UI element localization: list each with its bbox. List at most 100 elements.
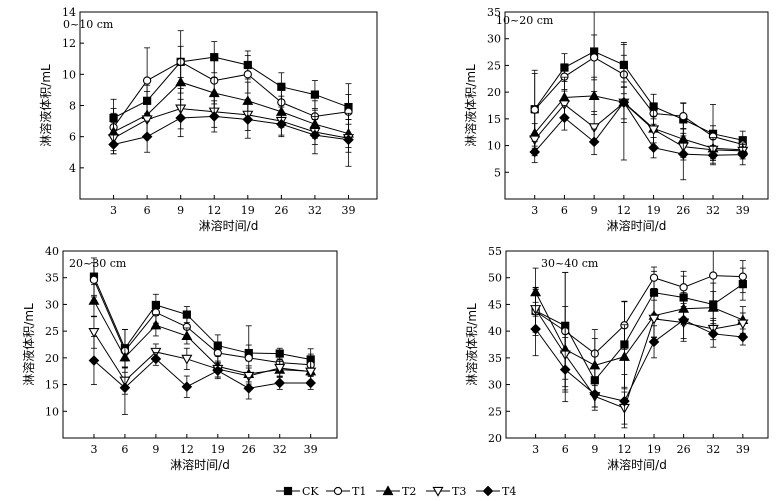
y-axis-title: 淋溶液体积/mL	[464, 303, 479, 386]
y-axis-title: 淋溶液体积/mL	[38, 64, 53, 147]
x-tick-label: 39	[304, 443, 318, 456]
y-tick-label: 25	[488, 405, 502, 418]
x-tick-label: 12	[617, 204, 631, 217]
data-point	[588, 123, 600, 134]
legend-entry-CK: CK	[276, 485, 319, 498]
x-tick-label: 32	[706, 443, 720, 456]
y-tick-label: 50	[488, 272, 502, 285]
data-point	[679, 283, 688, 292]
data-point	[88, 355, 100, 366]
data-point	[648, 125, 660, 136]
legend-label: T3	[452, 485, 466, 498]
plot-frame	[504, 11, 769, 200]
data-point	[88, 328, 100, 338]
series-line	[113, 115, 349, 145]
legend-label: T2	[402, 485, 416, 498]
x-tick-label: 19	[647, 204, 661, 217]
y-tick-label: 10	[45, 405, 59, 418]
x-axis-title: 淋溶时间/d	[199, 218, 259, 233]
panel-label: 0~10 cm	[63, 18, 114, 31]
y-tick-label: 10	[487, 140, 501, 153]
data-point	[529, 135, 541, 146]
data-point	[559, 112, 570, 124]
series-T4	[88, 336, 316, 415]
data-point	[243, 383, 255, 394]
x-tick-label: 6	[561, 204, 568, 217]
y-tick-label: 30	[488, 379, 502, 392]
y-tick-label: 12	[62, 37, 76, 50]
series-T4	[108, 98, 354, 167]
y-tick-label: 55	[488, 245, 502, 258]
data-point	[559, 364, 571, 375]
x-tick-label: 19	[647, 443, 661, 456]
data-point	[141, 115, 153, 126]
data-point	[108, 139, 119, 150]
data-point	[678, 314, 689, 326]
y-tick-label: 40	[488, 325, 502, 338]
data-point	[305, 367, 317, 378]
y-tick-label: 35	[45, 272, 59, 285]
plot-frame	[62, 250, 338, 439]
data-point	[588, 90, 600, 100]
data-point	[212, 365, 224, 376]
data-point	[141, 131, 153, 142]
y-tick-label: 35	[487, 6, 501, 19]
series-T1	[530, 34, 747, 151]
legend-entry-T4: T4	[476, 485, 516, 498]
data-point	[89, 275, 99, 285]
x-tick-label: 26	[274, 204, 288, 217]
series-line	[113, 61, 349, 128]
data-point	[305, 377, 316, 389]
x-tick-label: 9	[177, 204, 184, 217]
x-tick-label: 12	[180, 443, 194, 456]
series-line	[113, 81, 349, 135]
legend-marker	[432, 486, 444, 497]
data-point	[558, 100, 570, 111]
x-tick-label: 19	[211, 443, 225, 456]
data-point	[150, 353, 162, 365]
y-tick-label: 15	[45, 379, 59, 392]
panel-0-10cm: 0~10 cm 4 6 8 10 12 14 3 6 9 12 19 26 32 39 淋溶时间/d 淋溶液体…	[38, 6, 378, 233]
data-point	[649, 273, 659, 282]
x-tick-label: 9	[591, 204, 598, 217]
data-point	[588, 136, 600, 148]
data-point	[181, 330, 193, 341]
data-point	[677, 148, 689, 160]
legend-marker	[283, 486, 293, 496]
series-line	[93, 279, 311, 366]
y-tick-label: 4	[69, 162, 76, 175]
series-T4	[529, 44, 749, 181]
data-point	[738, 272, 747, 281]
y-tick-label: 20	[488, 432, 502, 445]
data-point	[590, 53, 599, 62]
series-line	[535, 319, 743, 402]
data-point	[242, 114, 254, 125]
x-tick-label: 39	[736, 443, 750, 456]
x-tick-label: 39	[341, 204, 355, 217]
panel-30-40cm: 30~40 cm 20 25 30 35 40 45 50 55 3 6 9 12 19 26 32 39 淋溶…	[464, 245, 769, 472]
x-tick-label: 32	[706, 204, 720, 217]
x-tick-label: 26	[676, 204, 690, 217]
data-point	[589, 359, 601, 370]
data-point	[119, 382, 131, 394]
plot-frame	[505, 250, 769, 439]
x-tick-label: 6	[562, 443, 569, 456]
x-axis-title: 淋溶时间/d	[170, 457, 230, 472]
x-tick-label: 32	[308, 204, 322, 217]
series-line	[113, 108, 349, 139]
series-line	[93, 358, 311, 389]
y-tick-label: 20	[45, 352, 59, 365]
data-point	[310, 90, 320, 99]
panel-label: 30~40 cm	[541, 257, 599, 270]
data-point	[529, 146, 541, 158]
series-line	[535, 291, 744, 366]
y-tick-label: 15	[487, 113, 501, 126]
legend-entry-T3: T3	[426, 485, 466, 498]
data-point	[244, 353, 253, 363]
x-tick-label: 26	[242, 443, 256, 456]
y-tick-label: 14	[62, 6, 76, 19]
data-point	[737, 319, 749, 330]
data-point	[737, 149, 749, 160]
x-tick-label: 6	[144, 204, 151, 217]
